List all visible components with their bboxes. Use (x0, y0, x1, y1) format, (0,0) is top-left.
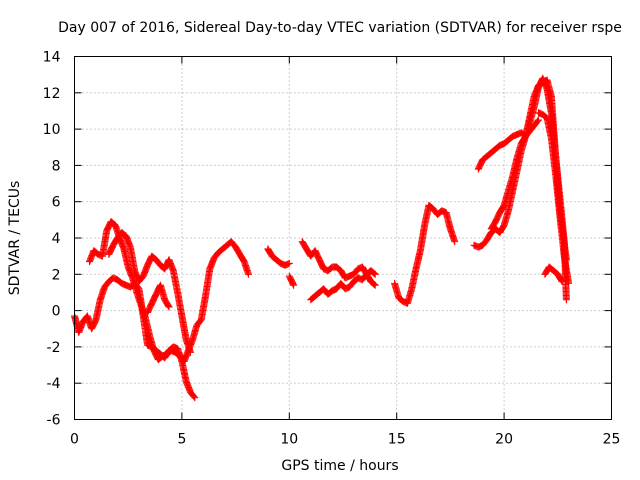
axis-ticks (74, 56, 612, 420)
data-point (370, 280, 378, 288)
x-axis-label: GPS time / hours (281, 458, 398, 474)
y-tick-labels: -6 -4 -2 0 2 4 6 8 10 12 14 (43, 50, 61, 429)
series-s8 (307, 267, 379, 304)
data-point (190, 393, 198, 401)
y-tick-label: 8 (52, 158, 61, 174)
series-s3 (105, 229, 194, 356)
y-tick-label: 12 (43, 86, 61, 102)
series-s5 (264, 245, 293, 269)
y-tick-label: 6 (52, 195, 61, 211)
y-tick-label: 10 (43, 122, 61, 138)
data-point (565, 279, 573, 287)
y-tick-label: -4 (47, 376, 61, 392)
series-s6 (285, 272, 298, 289)
data-point (534, 116, 542, 124)
x-tick-label: 15 (388, 432, 406, 448)
y-tick-label: -6 (47, 413, 61, 429)
series-s9 (391, 201, 459, 307)
data-point (370, 269, 378, 277)
data-point (370, 270, 378, 278)
series-s4 (144, 281, 173, 316)
y-tick-label: 4 (52, 231, 61, 247)
data-point (285, 259, 293, 267)
y-axis-label: SDTVAR / TECUs (7, 181, 23, 296)
data-point (371, 281, 379, 289)
data-point (370, 280, 378, 288)
y-tick-label: 0 (52, 304, 61, 320)
series-s13 (534, 109, 573, 287)
y-tick-label: -2 (47, 340, 61, 356)
data-point (290, 281, 298, 289)
data-point (186, 348, 194, 356)
x-tick-label: 0 (70, 432, 79, 448)
data-point (558, 278, 566, 286)
data-point (562, 296, 570, 304)
x-tick-label: 25 (603, 432, 621, 448)
y-tick-label: 14 (43, 50, 61, 66)
series-s2 (86, 218, 252, 365)
data-point (371, 270, 379, 278)
data-point (244, 270, 252, 278)
data-point (557, 277, 565, 285)
data-point (191, 394, 199, 402)
y-tick-label: 2 (52, 267, 61, 283)
data-point (451, 238, 459, 246)
data-point (534, 117, 542, 125)
data-points (71, 74, 573, 402)
series-s14 (541, 263, 566, 286)
data-point (165, 303, 173, 311)
x-tick-label: 5 (177, 432, 186, 448)
data-point (164, 302, 172, 310)
series-s7 (298, 238, 379, 289)
x-tick-labels: 0 5 10 15 20 25 (70, 432, 620, 448)
chart-title: Day 007 of 2016, Sidereal Day-to-day VTE… (58, 20, 622, 36)
x-tick-label: 20 (495, 432, 513, 448)
x-tick-label: 10 (280, 432, 298, 448)
